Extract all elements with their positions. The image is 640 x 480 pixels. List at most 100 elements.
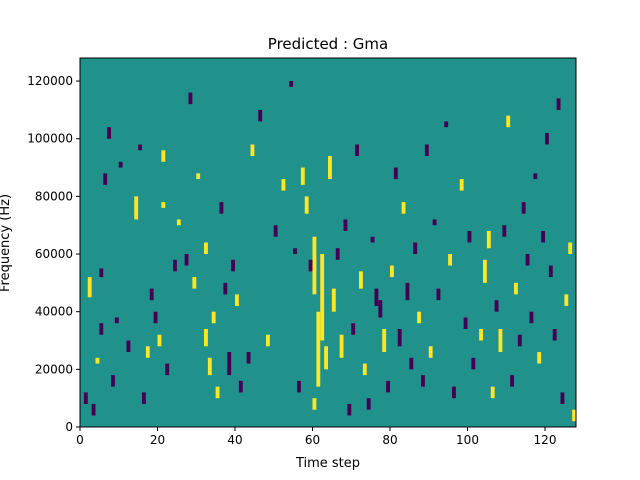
heatmap-cell	[432, 219, 437, 226]
x-tick-label: 100	[456, 433, 479, 447]
heatmap-cell	[273, 225, 278, 237]
x-tick-label: 60	[305, 433, 320, 447]
heatmap-cell	[207, 357, 212, 376]
heatmap-cell	[161, 150, 166, 162]
heatmap-cell	[463, 317, 468, 329]
heatmap-cell	[459, 179, 464, 191]
heatmap-cell	[165, 363, 170, 376]
heatmap-cell	[145, 346, 150, 358]
x-tick-label: 40	[227, 433, 242, 447]
heatmap-cell	[386, 380, 391, 393]
heatmap-cell	[223, 282, 228, 295]
heatmap-cell	[417, 311, 422, 324]
heatmap-cell	[541, 230, 546, 243]
heatmap-cell	[506, 115, 511, 128]
heatmap-cell	[184, 254, 189, 266]
heatmap-cell	[138, 144, 143, 151]
heatmap-cell	[335, 248, 340, 260]
heatmap-cell	[114, 317, 119, 324]
heatmap-cell	[231, 259, 236, 272]
heatmap-cell	[312, 398, 317, 410]
heatmap-cell	[428, 346, 433, 358]
heatmap-cell	[517, 334, 522, 347]
heatmap-cell	[111, 375, 115, 387]
heatmap-cell	[471, 357, 476, 370]
heatmap-cell	[537, 352, 542, 364]
heatmap-cell	[343, 219, 348, 231]
heatmap-cell	[308, 259, 313, 272]
heatmap-cell	[293, 248, 298, 255]
heatmap-cell	[366, 398, 371, 410]
heatmap-cell	[444, 121, 449, 128]
heatmap-cell	[99, 323, 104, 335]
chart-title: Predicted : Gma	[268, 35, 388, 53]
heatmap-cell	[510, 375, 515, 387]
heatmap-cell	[215, 386, 220, 399]
heatmap-cell	[258, 109, 263, 122]
heatmap-cell	[204, 328, 208, 347]
x-tick-label: 120	[534, 433, 557, 447]
heatmap-cell	[95, 357, 100, 364]
y-axis-label: Frequency (Hz)	[0, 194, 13, 292]
heatmap-cell	[564, 294, 569, 306]
heatmap-cell	[297, 380, 301, 393]
heatmap-cell	[355, 144, 360, 157]
heatmap-cell	[393, 167, 398, 180]
heatmap-cell	[134, 196, 139, 220]
heatmap-cell	[545, 132, 549, 145]
heatmap-cell	[452, 386, 456, 399]
heatmap-cell	[196, 173, 201, 180]
heatmap-cell	[525, 254, 530, 266]
heatmap-cell	[351, 323, 356, 335]
y-tick-label: 120000	[27, 74, 73, 88]
heatmap-cell	[483, 259, 487, 283]
heatmap-cell	[397, 328, 402, 347]
plot-area	[80, 58, 577, 427]
x-tick-label: 20	[150, 433, 165, 447]
heatmap-cell	[347, 403, 352, 416]
heatmap-cell	[502, 225, 507, 237]
heatmap-cell	[192, 277, 197, 289]
heatmap-cell	[359, 271, 363, 289]
heatmap-cell	[142, 392, 146, 404]
heatmap-cell	[424, 144, 429, 157]
heatmap-cell	[316, 311, 321, 387]
heatmap-cell	[83, 392, 88, 404]
heatmap-cell	[568, 242, 573, 255]
heatmap-cell	[548, 265, 553, 278]
y-tick-label: 60000	[35, 247, 73, 261]
heatmap-cell	[390, 265, 394, 278]
y-tick-label: 20000	[35, 362, 73, 376]
heatmap-cell	[479, 328, 484, 341]
heatmap-cell	[339, 334, 344, 358]
heatmap-cell	[560, 392, 565, 404]
heatmap-cell	[103, 173, 108, 185]
heatmap-cell	[211, 311, 216, 324]
heatmap-cell	[370, 236, 375, 243]
heatmap-cell	[448, 254, 453, 266]
heatmap-cell	[413, 242, 418, 255]
heatmap-cell	[91, 403, 96, 416]
heatmap-cell	[533, 173, 538, 180]
heatmap-cell	[300, 167, 305, 185]
heatmap-cell	[149, 288, 154, 301]
heatmap-cell	[331, 288, 336, 312]
heatmap-cell	[328, 156, 332, 180]
heatmap-cell	[378, 300, 383, 318]
heatmap-cell	[324, 346, 329, 370]
heatmap-cell	[87, 277, 92, 298]
y-tick-label: 0	[65, 420, 73, 434]
heatmap-cell	[161, 202, 166, 208]
heatmap-cell	[227, 352, 232, 376]
heatmap-cell	[312, 236, 317, 295]
heatmap-cell	[188, 92, 193, 105]
heatmap-cell	[552, 328, 557, 341]
heatmap-cell	[250, 144, 255, 157]
heatmap-cell	[281, 179, 286, 191]
heatmap-background	[80, 58, 576, 427]
heatmap-cell	[153, 311, 158, 324]
heatmap-cell	[157, 334, 162, 347]
y-tick-label: 40000	[35, 305, 73, 319]
heatmap-cell	[320, 254, 325, 341]
